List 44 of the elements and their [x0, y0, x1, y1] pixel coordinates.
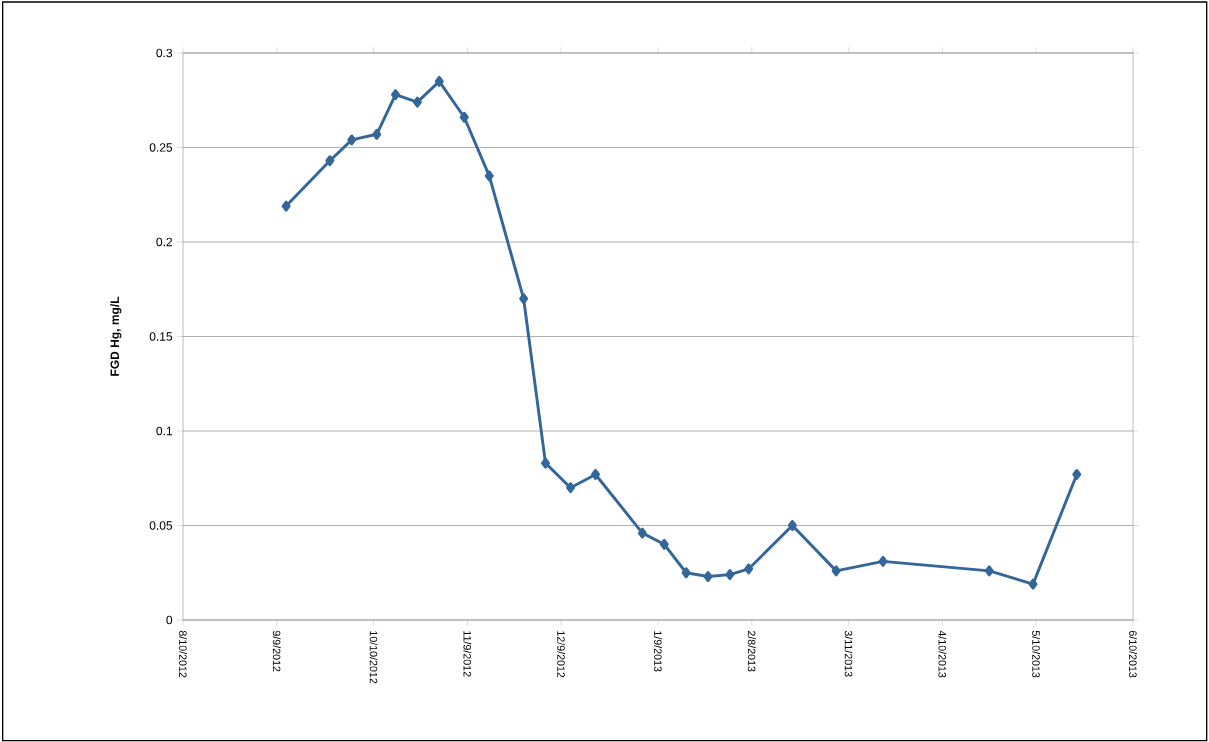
point [325, 155, 335, 167]
point [347, 134, 357, 146]
point [831, 565, 841, 577]
y-tick-label: 0.3 [156, 48, 173, 58]
x-tick-label: 6/10/2013 [1129, 630, 1137, 678]
y-tick-label: 0.1 [156, 426, 173, 436]
x-tick-label: 10/10/2012 [369, 631, 378, 684]
point [434, 75, 444, 87]
y-tick-label: 0 [166, 615, 173, 625]
x-tick-label: 12/9/2012 [557, 631, 566, 678]
x-tick-label: 11/9/2012 [463, 631, 472, 677]
point [703, 571, 713, 582]
point [566, 482, 575, 494]
point [1072, 469, 1082, 480]
x-tick-label: 3/11/2013 [844, 630, 853, 677]
point [372, 128, 382, 140]
point [541, 457, 550, 469]
point [878, 555, 888, 567]
y-axis-title: FGD Hg, mg/L [110, 296, 122, 376]
x-tick-label: 1/9/2013 [654, 631, 662, 672]
x-tick-label: 5/10/2013 [1032, 630, 1041, 678]
point [681, 567, 691, 579]
y-tick-label: 0.05 [149, 521, 173, 530]
point [984, 565, 994, 577]
point [459, 111, 469, 123]
point [787, 520, 797, 531]
point [412, 96, 422, 108]
point [519, 293, 529, 305]
point [744, 563, 754, 575]
point [1028, 578, 1038, 590]
point [591, 469, 600, 480]
point [659, 538, 669, 550]
x-tick-label: 2/8/2013 [747, 630, 756, 672]
y-tick-label: 0.15 [149, 332, 173, 341]
point [637, 527, 647, 539]
y-tick-label: 0.25 [149, 143, 173, 152]
point [391, 89, 400, 101]
point [281, 200, 291, 212]
point [484, 170, 494, 182]
x-tick-label: 8/10/2012 [179, 630, 187, 678]
x-tick-label: 9/9/2012 [272, 630, 281, 672]
x-tick-label: 4/10/2013 [938, 630, 947, 678]
point [725, 569, 735, 581]
y-tick-label: 0.2 [156, 237, 172, 247]
